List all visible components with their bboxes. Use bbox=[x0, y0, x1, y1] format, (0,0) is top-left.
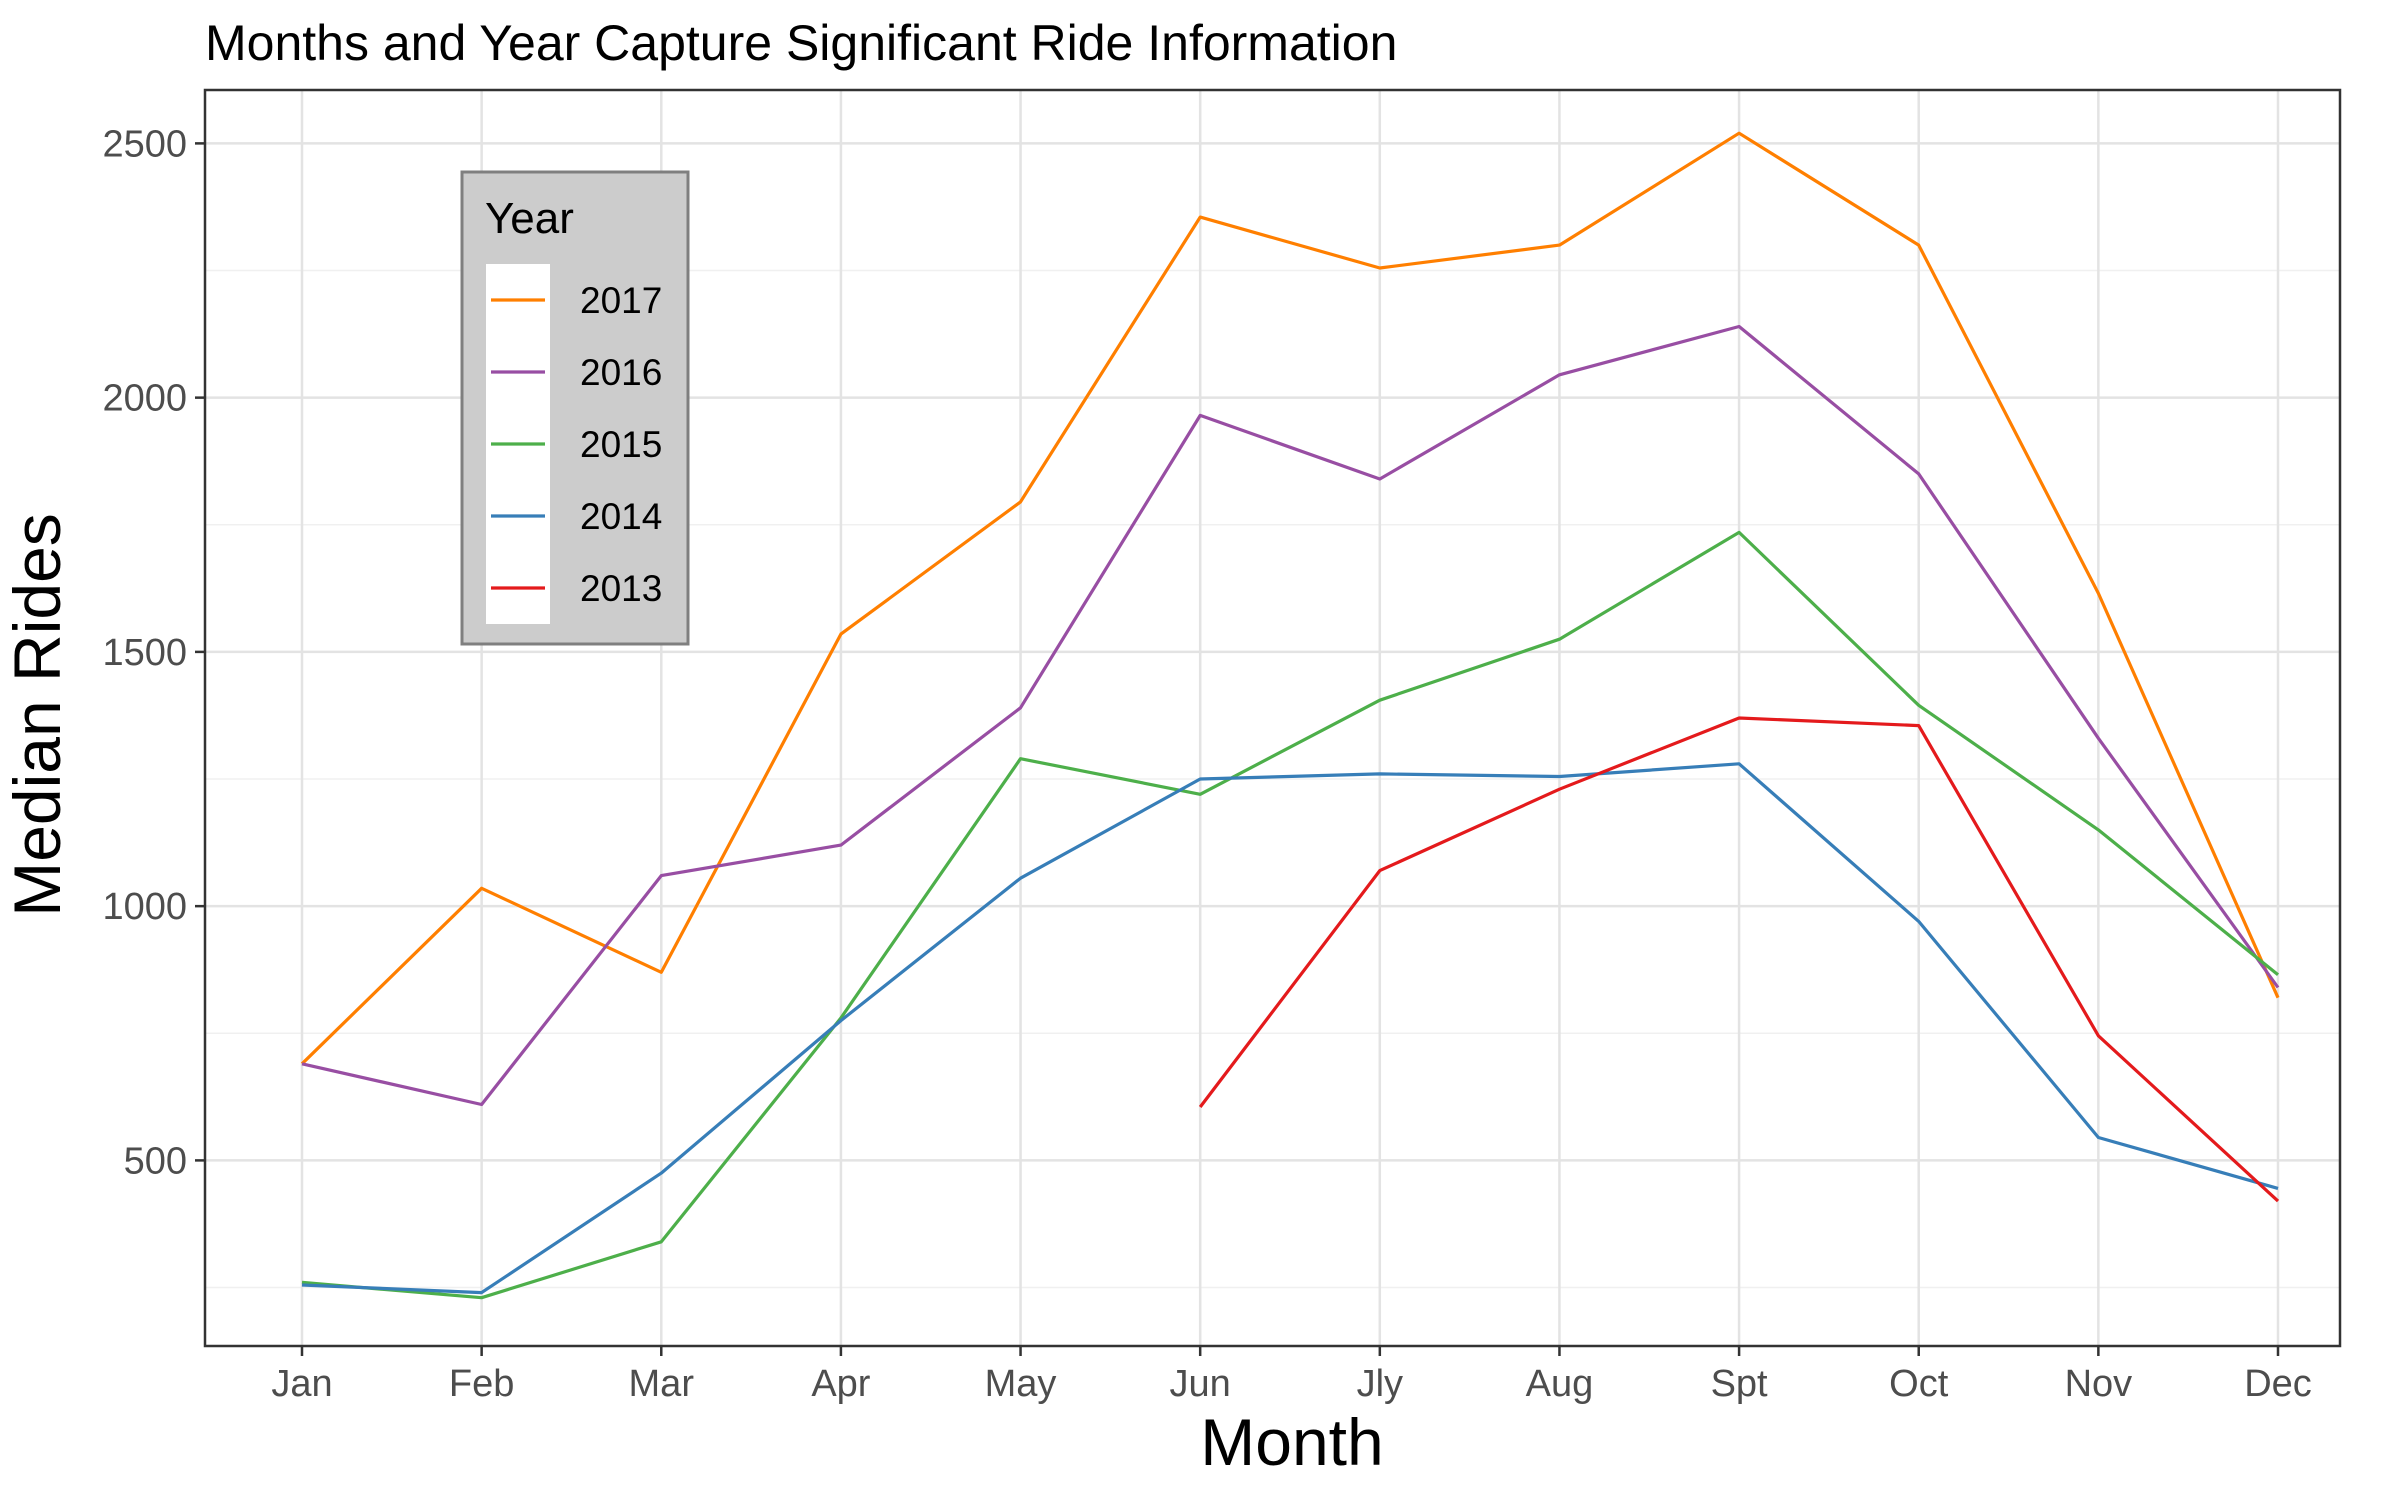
x-axis-title: Month bbox=[1200, 1405, 1383, 1479]
x-tick-label: Apr bbox=[811, 1363, 870, 1405]
x-tick-label: Spt bbox=[1711, 1363, 1768, 1405]
legend-items: 2017 2016 2015 2014 2013 bbox=[486, 264, 662, 624]
x-tick-label: Jun bbox=[1170, 1363, 1231, 1405]
legend: Year 2017 2016 2015 2014 2013 bbox=[460, 170, 690, 646]
x-tick-label: Oct bbox=[1889, 1363, 1949, 1405]
legend-label-2016: 2016 bbox=[580, 352, 662, 393]
y-tick-label: 500 bbox=[124, 1140, 187, 1182]
x-tick-label: Mar bbox=[629, 1363, 695, 1405]
y-tick-label: 1000 bbox=[102, 886, 187, 928]
x-axis: Jan Feb Mar Apr May Jun Jly Aug Spt Oct Nov Dec bbox=[271, 1346, 2312, 1405]
legend-label-2015: 2015 bbox=[580, 424, 662, 465]
x-tick-label: Jly bbox=[1357, 1363, 1403, 1405]
legend-title: Year bbox=[485, 194, 574, 243]
series-line-2016 bbox=[301, 324, 2280, 1107]
plot-border bbox=[203, 88, 2342, 1348]
chart-title: Months and Year Capture Significant Ride… bbox=[205, 15, 1397, 71]
series-line-2017 bbox=[300, 131, 2280, 1065]
x-tick-label: Jan bbox=[271, 1363, 332, 1405]
legend-label-2013: 2013 bbox=[580, 568, 662, 609]
x-tick-label: Aug bbox=[1526, 1363, 1594, 1405]
y-axis: 500 1000 1500 2000 2500 bbox=[102, 123, 205, 1182]
series-line-2015 bbox=[301, 530, 2280, 1300]
y-axis-title: Median Rides bbox=[0, 513, 74, 917]
y-tick-label: 2000 bbox=[102, 378, 187, 420]
series-line-2014 bbox=[301, 762, 2279, 1295]
series-lines bbox=[300, 131, 2280, 1300]
x-tick-label: May bbox=[985, 1363, 1057, 1405]
y-tick-label: 1500 bbox=[102, 632, 187, 674]
legend-label-2014: 2014 bbox=[580, 496, 662, 537]
x-tick-label: Feb bbox=[449, 1363, 514, 1405]
legend-label-2017: 2017 bbox=[580, 280, 662, 321]
y-tick-label: 2500 bbox=[102, 123, 187, 165]
x-tick-label: Nov bbox=[2065, 1363, 2133, 1405]
series-line-2013 bbox=[1198, 716, 2280, 1203]
x-tick-label: Dec bbox=[2244, 1363, 2312, 1405]
